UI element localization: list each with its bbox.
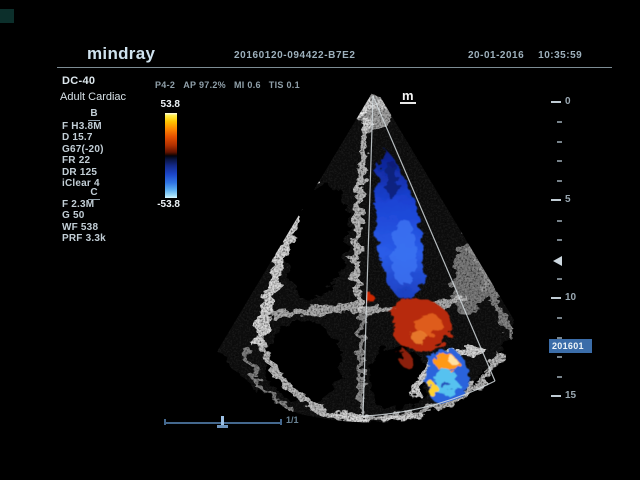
date-label: 20-01-2016: [468, 50, 525, 61]
param-line: PRF 3.3k: [62, 233, 106, 245]
cine-bar-end-cap: [280, 419, 282, 425]
ruler-minor-tick: [557, 337, 562, 339]
param-line: G67(-20): [62, 143, 104, 155]
depth-label: 0: [565, 96, 571, 107]
param-line: DR 125: [62, 166, 98, 178]
datetime: 20-01-2016 10:35:59: [468, 50, 596, 61]
orientation-marker: m: [400, 88, 416, 104]
ruler-minor-tick: [557, 121, 562, 123]
mi-label: MI 0.6: [233, 80, 261, 90]
ruler-minor-tick: [557, 180, 562, 182]
color-mode-params: F 2.3M G 50 WF 538 PRF 3.3k: [62, 199, 106, 245]
cine-playhead[interactable]: [221, 416, 224, 426]
ruler-major-tick: [551, 395, 561, 397]
probe-label: P4-2: [155, 80, 176, 90]
colorbar-max-velocity: 53.8: [160, 99, 180, 110]
acoustic-power-label: AP 97.2%: [183, 80, 226, 90]
param-line: F 2.3M: [62, 199, 95, 210]
ruler-minor-tick: [557, 141, 562, 143]
focus-marker-icon: [553, 256, 562, 266]
b-mode-section-label: B: [88, 108, 100, 121]
exam-preset: Adult Cardiac: [60, 91, 127, 103]
ruler-minor-tick: [557, 376, 562, 378]
ruler-minor-tick: [557, 317, 562, 319]
grayscale-anatomy-layer: [203, 96, 525, 423]
exam-id: 20160120-094422-B7E2: [234, 50, 356, 61]
ruler-major-tick: [551, 101, 561, 103]
ruler-major-tick: [551, 297, 561, 299]
color-mode-section-label: C: [88, 187, 100, 200]
ruler-minor-tick: [557, 220, 562, 222]
param-line: iClear 4: [62, 178, 100, 190]
param-line: D 15.7: [62, 132, 93, 144]
ruler-minor-tick: [557, 239, 562, 241]
color-roi-outline[interactable]: [362, 95, 496, 417]
colorbar-min-velocity: -53.8: [157, 199, 180, 210]
corner-status-chip: [0, 9, 14, 23]
cine-clip-chip[interactable]: 201601: [549, 339, 592, 353]
depth-label: 5: [565, 194, 571, 205]
time-label: 10:35:59: [538, 50, 583, 61]
param-line: FR 22: [62, 155, 91, 167]
depth-label: 15: [565, 390, 577, 401]
ruler-major-tick: [551, 199, 561, 201]
ruler-minor-tick: [557, 356, 562, 358]
param-line: F H3.8M: [62, 121, 102, 132]
acoustic-status-line: P4-2 AP 97.2% MI 0.6 TIS 0.1: [155, 80, 308, 90]
color-doppler-colorbar: [165, 113, 177, 198]
ruler-minor-tick: [557, 160, 562, 162]
param-line: G 50: [62, 210, 85, 222]
b-mode-params: F H3.8M D 15.7 G67(-20) FR 22 DR 125 iCl…: [62, 121, 104, 189]
ruler-minor-tick: [557, 278, 562, 280]
tis-label: TIS 0.1: [268, 80, 300, 90]
header-divider: [57, 67, 612, 68]
depth-label: 10: [565, 292, 577, 303]
cine-bar-start-cap: [164, 419, 166, 425]
param-line: WF 538: [62, 221, 99, 233]
color-doppler-layer: [364, 150, 469, 406]
mindray-logo: mindray: [87, 44, 156, 63]
frame-indicator: 1/1: [286, 415, 299, 425]
machine-model: DC-40: [62, 75, 96, 87]
cine-playhead-base: [217, 425, 228, 428]
